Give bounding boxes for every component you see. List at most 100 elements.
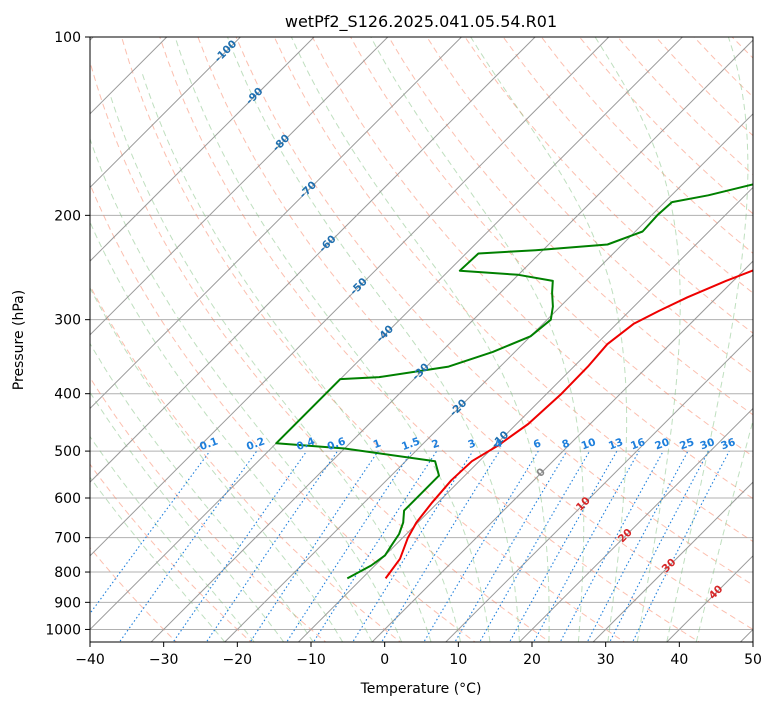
y-tick-label: 700 [54,531,81,547]
isotherm [739,628,753,642]
dry-adiabat [502,37,753,294]
isotherm [224,113,753,642]
mixing-ratio-label: 13 [607,436,625,452]
mixing-ratio-label: 1.5 [400,435,422,453]
x-tick-label: 50 [744,652,762,668]
x-tick-label: 0 [380,652,389,668]
sounding-series [275,183,753,580]
mixing-ratio-line [312,450,438,642]
mixing-ratio-line [586,450,689,642]
x-tick-label: −40 [75,652,105,668]
y-tick-label: 200 [54,208,81,224]
mixing-ratio-label: 20 [653,436,671,452]
isotherm [150,39,753,642]
mixing-ratio-line [352,450,474,642]
mixing-ratio-label: 6 [532,437,543,451]
dry-adiabat [464,37,753,334]
dry-adiabat [350,37,753,458]
mixing-ratio-label: 8 [560,437,571,451]
dry-adiabat [90,463,252,642]
moist-adiabat [174,37,491,642]
moist-adiabat [594,37,681,642]
mixing-ratio-line [249,450,379,642]
moist-adiabat [470,37,628,642]
dry-adiabat [426,37,753,375]
mixing-ratio-line [118,450,258,642]
y-tick-label: 500 [54,444,81,460]
mixing-ratio-line [286,450,413,642]
y-tick-label: 1000 [45,622,81,638]
mixing-ratio-lines [90,450,730,642]
x-tick-label: −10 [296,652,326,668]
isotherm [518,407,753,642]
moist-adiabat [90,435,255,642]
y-tick-label: 900 [54,595,81,611]
pressure-gridlines [90,37,753,630]
moist-adiabat [666,37,749,642]
moist-adiabat [695,418,753,642]
y-tick-label: 300 [54,313,81,329]
dry-adiabat [90,182,476,642]
moist-adiabats [90,37,753,642]
dry-adiabat [235,37,753,586]
dry-adiabat [617,37,753,176]
isotherm [592,481,753,642]
x-tick-label: 20 [523,652,541,668]
mixing-ratio-label: 3 [466,437,477,451]
moist-adiabat [90,476,226,642]
mixing-ratio-line [631,450,730,642]
mixing-ratio-label: 0.1 [198,435,220,453]
dry-adiabat [273,37,753,543]
mixing-ratio-label: 0.4 [295,435,317,453]
moist-adiabat [90,391,285,642]
dry-adiabat [388,37,753,416]
moist-adiabat [290,37,550,642]
mixing-ratio-line [380,450,500,642]
dry-adiabat [311,37,753,500]
x-axis-ticks: −40 −30 −20 −10 0 10 20 30 40 50 [75,642,762,668]
moist-adiabat [90,342,314,642]
mixing-ratio-label: 1 [372,437,383,451]
x-tick-label: 30 [597,652,615,668]
y-tick-label: 800 [54,565,81,581]
x-tick-label: 10 [449,652,467,668]
x-tick-label: −20 [223,652,253,668]
isotherm [297,186,753,642]
isotherm [666,555,753,642]
moist-adiabat [227,37,520,642]
mixing-ratio-line [90,450,211,615]
moist-adiabat [90,137,403,642]
isotherm [90,37,242,189]
dry-adiabat [90,60,551,642]
y-tick-label: 100 [54,30,81,46]
isotherm [90,37,684,631]
mixing-ratio-label: 4 [493,437,504,451]
mixing-ratio-line [172,450,308,642]
dry-adiabat [90,376,327,642]
isotherm [90,37,389,336]
isotherm [90,37,536,483]
mixing-ratio-line [454,450,568,642]
mixing-ratio-line [205,450,338,642]
dry-adiabat [197,37,753,630]
isotherm [445,334,753,642]
x-tick-label: 40 [670,652,688,668]
moist-adiabat [141,72,461,642]
mixing-ratio-label: 25 [678,436,696,452]
mixing-ratio-line [609,450,709,642]
dewpoint-profile-line [275,183,753,580]
mixing-ratio-labels: 0.1 0.2 0.4 0.6 1 1.5 2 3 4 6 8 10 13 16 20 25 30 36 [198,435,737,453]
mixing-ratio-label: 30 [699,436,717,452]
x-axis-label: Temperature (°C) [360,681,482,697]
plot-area: -100-90-80-70-60-50-40-30-20-10010203040… [90,37,753,642]
isotherm [90,37,315,262]
mixing-ratio-line [559,450,664,642]
plot-frame [89,36,754,643]
mixing-ratio-label: 10 [580,436,598,452]
mixing-ratio-label: 0.2 [245,435,267,453]
mixing-ratio-label: 0.6 [326,435,348,453]
moist-adiabat [90,286,344,642]
dry-adiabat [121,37,626,642]
mixing-ratio-label: 16 [629,436,647,452]
